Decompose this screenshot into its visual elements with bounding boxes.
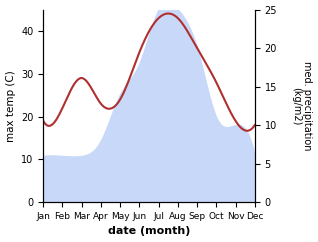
Y-axis label: max temp (C): max temp (C) [5,70,16,142]
X-axis label: date (month): date (month) [108,227,190,236]
Y-axis label: med. precipitation
(kg/m2): med. precipitation (kg/m2) [291,61,313,151]
